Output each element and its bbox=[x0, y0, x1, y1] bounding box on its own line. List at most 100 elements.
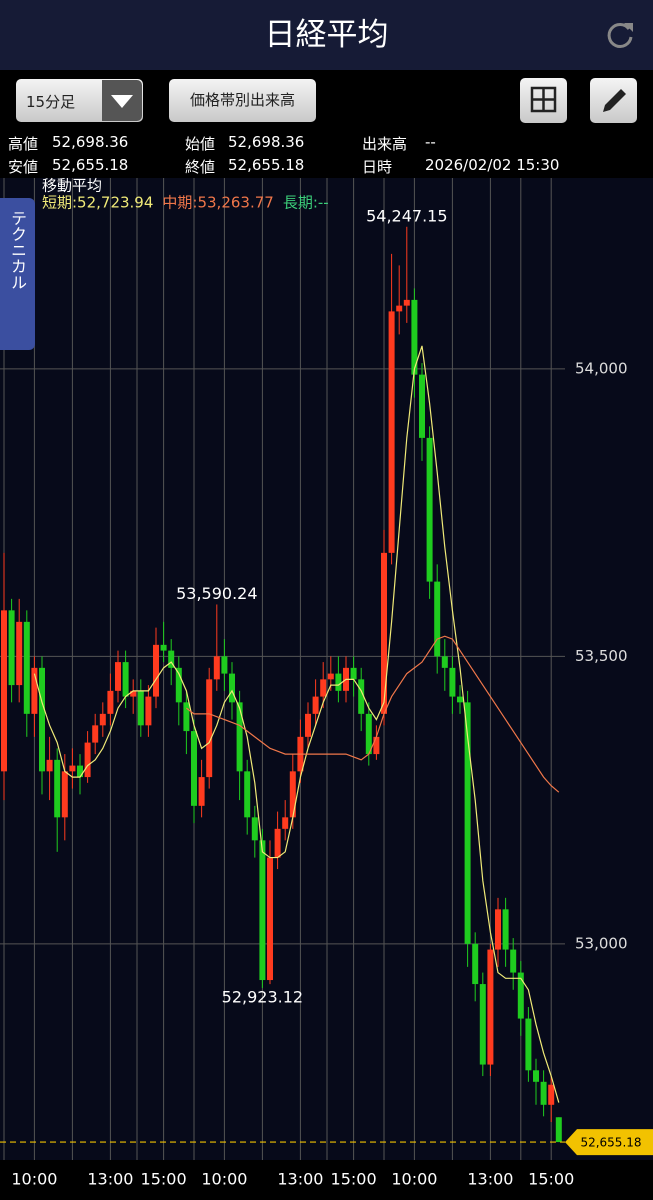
candle-body bbox=[358, 679, 365, 714]
candle-body bbox=[244, 771, 251, 818]
candle-body bbox=[137, 690, 144, 726]
candle-body bbox=[449, 667, 456, 697]
info-label: 日時 bbox=[362, 158, 393, 176]
y-tick-label: 53,000 bbox=[575, 934, 628, 952]
volume-button[interactable]: 価格帯別出来高 bbox=[169, 79, 316, 122]
candle-body bbox=[548, 1084, 555, 1105]
candle-body bbox=[525, 1018, 532, 1071]
candle-body bbox=[221, 656, 228, 674]
info-panel: 高値 52,698.36 始値 52,698.36 出来高 -- 安値 52,655.18 終値… bbox=[0, 132, 653, 178]
candle-body bbox=[107, 690, 114, 714]
technical-tab[interactable]: テクニカル bbox=[0, 198, 35, 350]
info-value: 52,655.18 bbox=[228, 156, 305, 174]
info-label: 高値 bbox=[8, 135, 39, 153]
candle-body bbox=[327, 673, 334, 680]
x-tick-label: 15:00 bbox=[528, 1170, 574, 1189]
candle-body bbox=[411, 299, 418, 375]
candle-body bbox=[61, 771, 68, 818]
info-value: 2026/02/02 15:30 bbox=[425, 156, 560, 174]
candle-body bbox=[84, 742, 91, 778]
current-price-label: 52,655.18 bbox=[580, 1136, 641, 1150]
candle-body bbox=[160, 644, 167, 651]
legend-entry: 中期:53,263.77 bbox=[162, 194, 273, 212]
info-value: 52,698.36 bbox=[52, 133, 129, 151]
candle-body bbox=[99, 713, 106, 726]
candle-body bbox=[153, 644, 159, 697]
info-value: 52,698.36 bbox=[228, 133, 305, 151]
info-label: 出来高 bbox=[362, 135, 408, 153]
x-tick-label: 15:00 bbox=[141, 1170, 187, 1189]
candle-body bbox=[365, 713, 372, 755]
candle-body bbox=[517, 972, 524, 1019]
x-tick-label: 10:00 bbox=[201, 1170, 247, 1189]
candle-body bbox=[305, 713, 311, 737]
header bbox=[0, 0, 653, 70]
candle-body bbox=[1, 610, 7, 772]
layout-button[interactable] bbox=[520, 78, 567, 123]
info-label: 安値 bbox=[8, 158, 39, 176]
dropdown-arrow bbox=[102, 80, 142, 121]
candle-body bbox=[373, 736, 380, 755]
candle-body bbox=[289, 771, 296, 818]
candle-body bbox=[434, 581, 441, 657]
candle-body bbox=[403, 299, 410, 306]
candle-body bbox=[335, 673, 342, 691]
candle-body bbox=[92, 725, 99, 743]
candle-body bbox=[312, 696, 319, 714]
ma-line bbox=[33, 345, 560, 1103]
draw-button[interactable] bbox=[590, 78, 637, 123]
candle-body bbox=[191, 731, 197, 806]
candle-body bbox=[555, 1117, 562, 1143]
candle-body bbox=[213, 656, 220, 680]
candle-body bbox=[168, 650, 175, 668]
interval-select[interactable]: 15分足 bbox=[16, 79, 143, 122]
refresh-button[interactable] bbox=[603, 18, 637, 52]
candle-body bbox=[183, 702, 190, 732]
candle-body bbox=[16, 621, 23, 686]
title: 日経平均 bbox=[264, 17, 389, 53]
candle-body bbox=[46, 759, 53, 772]
candle-body bbox=[487, 949, 494, 1065]
candle-body bbox=[236, 702, 243, 772]
price-annotation: 54,247.15 bbox=[366, 206, 447, 225]
candle-body bbox=[457, 696, 463, 703]
candle-body bbox=[274, 828, 281, 858]
candle-body bbox=[464, 702, 471, 944]
candle-body bbox=[320, 679, 327, 697]
candle-body bbox=[502, 909, 509, 950]
candle-body bbox=[8, 610, 15, 686]
candle-body bbox=[39, 667, 45, 772]
current-price-tag bbox=[565, 1129, 653, 1156]
candle-body bbox=[77, 765, 83, 778]
info-label: 始値 bbox=[185, 135, 216, 153]
candle-body bbox=[145, 696, 152, 726]
ma-title: 移動平均 bbox=[42, 177, 102, 195]
price-annotation: 53,590.24 bbox=[176, 584, 257, 603]
candle-body bbox=[198, 777, 205, 806]
x-tick-label: 10:00 bbox=[391, 1170, 437, 1189]
candle-body bbox=[282, 817, 289, 829]
candle-body bbox=[441, 656, 448, 668]
x-tick-label: 13:00 bbox=[467, 1170, 513, 1189]
x-tick-label: 13:00 bbox=[87, 1170, 133, 1189]
info-label: 終値 bbox=[185, 158, 216, 176]
candle-body bbox=[419, 374, 425, 438]
candle-body bbox=[495, 909, 501, 950]
info-value: -- bbox=[425, 133, 436, 151]
candle-body bbox=[23, 621, 30, 714]
x-tick-label: 10:00 bbox=[11, 1170, 57, 1189]
candle-body bbox=[350, 667, 357, 680]
y-tick-label: 54,000 bbox=[575, 359, 628, 377]
candle-body bbox=[115, 662, 121, 691]
candle-body bbox=[31, 667, 38, 714]
candle-body bbox=[54, 759, 61, 818]
candle-body bbox=[69, 765, 76, 772]
ma-line bbox=[186, 635, 560, 793]
candle-body bbox=[533, 1070, 539, 1082]
x-tick-label: 13:00 bbox=[277, 1170, 323, 1189]
candle-body bbox=[396, 305, 403, 312]
candle-body bbox=[259, 840, 266, 981]
candle-body bbox=[426, 437, 433, 582]
legend-entry: 長期:-- bbox=[283, 194, 329, 212]
